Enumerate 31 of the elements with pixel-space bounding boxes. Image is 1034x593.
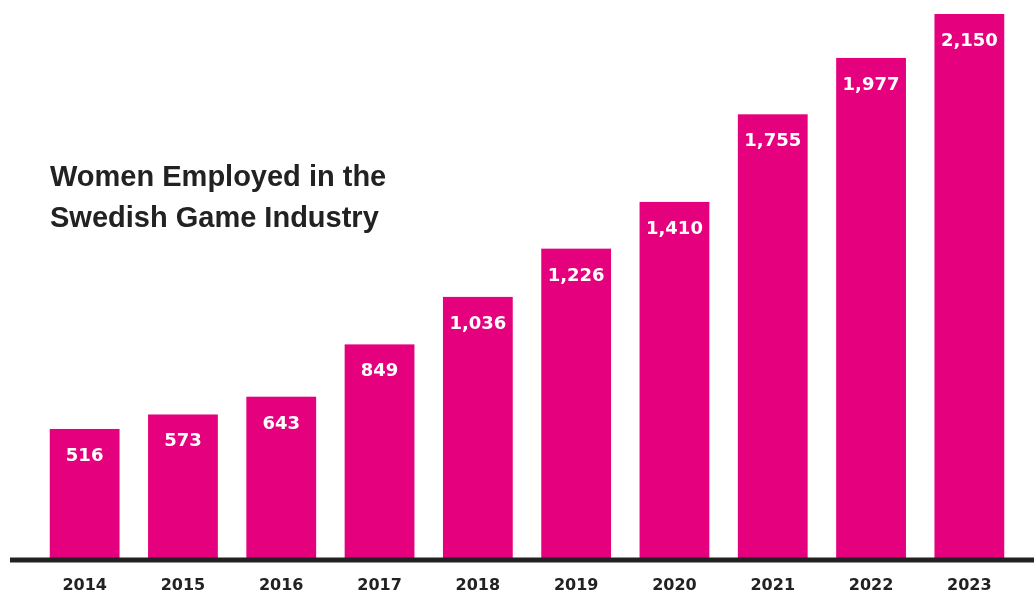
x-tick-label: 2021 <box>750 575 796 593</box>
x-tick-label: 2022 <box>848 575 894 593</box>
bar <box>934 14 1005 560</box>
x-tick-label: 2014 <box>62 575 107 593</box>
data-label: 643 <box>262 411 301 433</box>
bar <box>49 428 120 560</box>
bar <box>246 396 317 560</box>
bar <box>639 201 710 560</box>
data-label: 1,977 <box>842 72 900 94</box>
x-tick-label: 2023 <box>947 575 992 593</box>
x-tick-label: 2015 <box>160 575 206 593</box>
data-label: 573 <box>164 429 202 451</box>
bar <box>737 114 808 560</box>
bar <box>344 344 415 560</box>
bar <box>836 57 906 560</box>
data-label: 849 <box>360 359 399 381</box>
data-label: 1,036 <box>449 311 507 333</box>
x-tick-label: 2016 <box>258 575 304 593</box>
data-label: 1,226 <box>547 263 605 285</box>
bar <box>541 248 612 560</box>
x-tick-label: 2019 <box>553 575 599 593</box>
data-label: 516 <box>65 443 104 465</box>
x-tick-label: 2018 <box>455 575 501 593</box>
x-tick-label: 2017 <box>357 575 402 593</box>
text: Women Employed in the Swedish Game Industry <box>50 160 387 233</box>
data-label: 1,755 <box>744 129 802 151</box>
x-tick-label: 2020 <box>652 575 697 593</box>
data-label: 1,410 <box>645 216 703 238</box>
bar <box>442 296 513 560</box>
data-label: 2,150 <box>940 29 998 50</box>
bar <box>148 414 218 560</box>
